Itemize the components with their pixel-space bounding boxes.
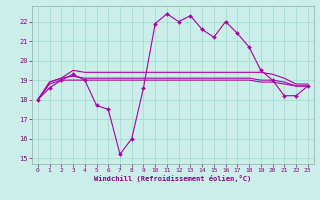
X-axis label: Windchill (Refroidissement éolien,°C): Windchill (Refroidissement éolien,°C)	[94, 175, 252, 182]
